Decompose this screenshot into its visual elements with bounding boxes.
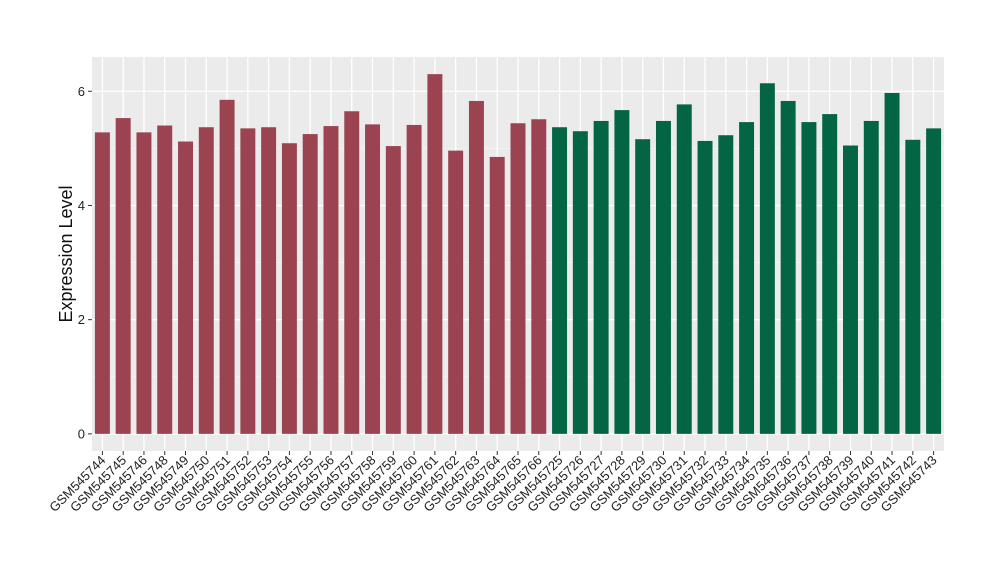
y-tick-label: 2 bbox=[78, 312, 85, 327]
y-tick-label: 4 bbox=[78, 198, 85, 213]
bars bbox=[94, 74, 942, 434]
bar bbox=[281, 143, 297, 434]
bar bbox=[655, 120, 671, 434]
bar bbox=[676, 104, 692, 434]
bar bbox=[780, 100, 796, 434]
x-axis: GSM545744GSM545745GSM545746GSM545748GSM5… bbox=[46, 451, 940, 515]
bar bbox=[115, 118, 131, 434]
bar bbox=[531, 119, 547, 434]
bar bbox=[759, 83, 775, 434]
bar bbox=[614, 110, 630, 434]
bar bbox=[593, 120, 609, 434]
y-axis: 0 2 4 6 bbox=[78, 84, 92, 441]
bar bbox=[926, 128, 942, 434]
bar bbox=[739, 122, 755, 434]
bar bbox=[718, 135, 734, 434]
bar bbox=[697, 140, 713, 434]
bar bbox=[427, 74, 443, 434]
bar bbox=[572, 131, 588, 434]
y-axis-title: Expression Level bbox=[56, 185, 76, 322]
bar bbox=[385, 146, 401, 434]
bar bbox=[884, 92, 900, 434]
bar bbox=[365, 124, 381, 434]
bar bbox=[302, 134, 318, 434]
bar bbox=[635, 139, 651, 434]
bar bbox=[240, 128, 256, 434]
bar bbox=[510, 123, 526, 434]
bar bbox=[822, 114, 838, 434]
bar bbox=[323, 126, 339, 434]
bar bbox=[448, 150, 464, 434]
y-tick-label: 6 bbox=[78, 84, 85, 99]
y-tick-label: 0 bbox=[78, 426, 85, 441]
bar bbox=[489, 156, 505, 434]
bar bbox=[261, 127, 277, 434]
bar bbox=[801, 122, 817, 434]
bar bbox=[94, 132, 110, 434]
bar bbox=[905, 139, 921, 434]
bar bbox=[344, 111, 360, 434]
bar bbox=[198, 127, 214, 434]
bar bbox=[468, 100, 484, 434]
bar bbox=[178, 141, 193, 434]
bar bbox=[406, 124, 422, 434]
bar bbox=[863, 120, 879, 434]
bar bbox=[843, 145, 858, 434]
bar bbox=[552, 127, 568, 434]
bar bbox=[157, 125, 173, 434]
bar bbox=[219, 99, 235, 434]
bar bbox=[136, 132, 152, 434]
